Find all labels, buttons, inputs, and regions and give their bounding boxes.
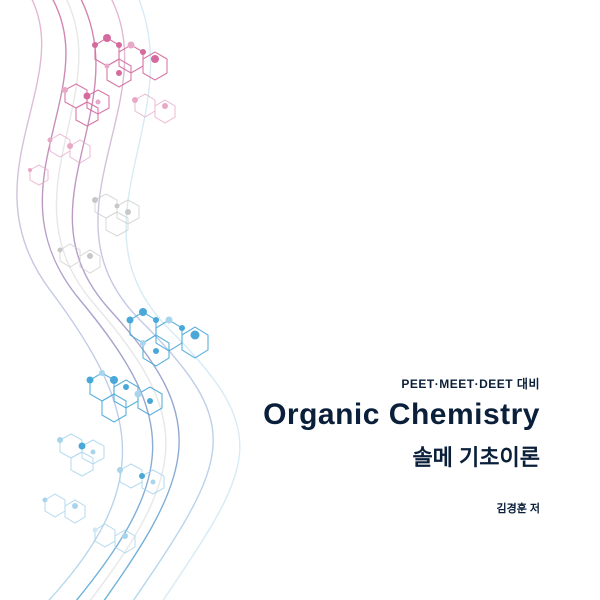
author: 김경훈 저 (263, 500, 540, 516)
title: Organic Chemistry (263, 398, 540, 432)
subtitle: 솔메 기초이론 (263, 440, 540, 472)
cover-text-block: PEET·MEET·DEET 대비 Organic Chemistry 솔메 기… (263, 375, 540, 516)
pretitle: PEET·MEET·DEET 대비 (263, 375, 540, 392)
